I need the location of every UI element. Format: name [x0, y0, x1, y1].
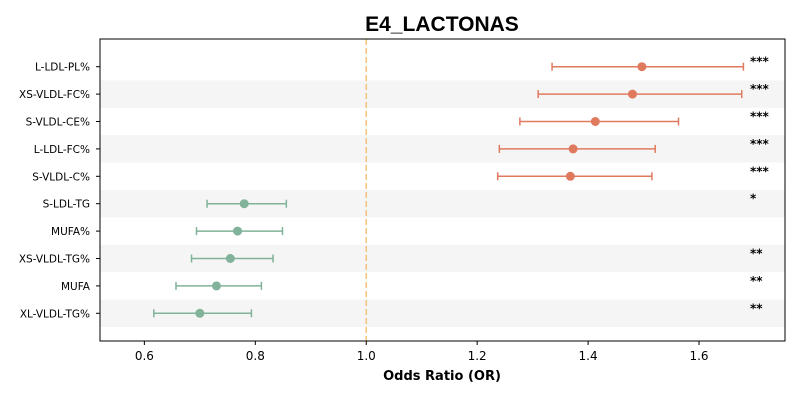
- significance-marker: **: [750, 247, 763, 261]
- odds-ratio-point: [565, 171, 575, 181]
- x-tick-label: 0.6: [135, 349, 154, 363]
- odds-ratio-point: [233, 226, 243, 236]
- significance-marker: ***: [750, 164, 770, 178]
- row-label: XS-VLDL-FC%: [19, 89, 90, 101]
- plot-frame: [99, 38, 786, 342]
- significance-marker: **: [750, 274, 763, 288]
- forest-row: L-LDL-FC% ***: [34, 137, 770, 156]
- significance-marker: ***: [750, 137, 770, 151]
- chart-title: E4_LACTONAS: [365, 13, 519, 36]
- significance-marker: **: [750, 301, 763, 315]
- row-label: S-VLDL-C%: [32, 171, 90, 183]
- forest-row: MUFA **: [61, 274, 763, 293]
- x-tick-label: 1.6: [689, 349, 708, 363]
- row-label: XL-VLDL-TG%: [20, 308, 90, 320]
- odds-ratio-point: [225, 254, 235, 263]
- x-axis: 0.6 0.8 1.0 1.2 1.4 1.6: [135, 341, 709, 363]
- x-tick-label: 1.2: [468, 349, 487, 363]
- odds-ratio-point: [195, 308, 205, 318]
- x-tick-label: 1.4: [579, 349, 598, 363]
- odds-ratio-point: [239, 199, 249, 209]
- forest-row: XL-VLDL-TG% **: [20, 301, 763, 320]
- row-band: [100, 135, 785, 163]
- row-label: MUFA%: [51, 226, 90, 238]
- row-label: XS-VLDL-TG%: [19, 254, 90, 266]
- forest-row: L-LDL-PL% ***: [35, 55, 770, 74]
- significance-marker: ***: [750, 82, 770, 96]
- significance-marker: ***: [750, 55, 770, 69]
- forest-row: XS-VLDL-TG% **: [19, 247, 763, 266]
- significance-marker: ***: [750, 110, 770, 124]
- odds-ratio-point: [568, 144, 578, 154]
- odds-ratio-point: [211, 281, 221, 291]
- data-rows: L-LDL-PL% ***XS-VLDL-FC% ***S-VLDL-CE% ***L…: [19, 55, 770, 321]
- row-label: L-LDL-FC%: [34, 144, 90, 156]
- row-label: L-LDL-PL%: [35, 62, 90, 74]
- x-tick-label: 0.8: [246, 349, 265, 363]
- row-bands: [100, 80, 785, 327]
- odds-ratio-point: [590, 117, 600, 126]
- row-label: S-LDL-TG: [43, 199, 90, 211]
- forest-row: S-VLDL-C% ***: [32, 164, 769, 183]
- odds-ratio-point: [637, 62, 647, 72]
- forest-row: S-LDL-TG *: [43, 192, 757, 211]
- forest-row: XS-VLDL-FC% ***: [19, 82, 770, 101]
- significance-marker: *: [750, 192, 757, 206]
- row-band: [100, 190, 785, 218]
- forest-row: S-VLDL-CE% ***: [26, 110, 770, 129]
- x-tick-label: 1.0: [357, 349, 376, 363]
- row-label: MUFA: [61, 281, 91, 293]
- row-label: S-VLDL-CE%: [26, 117, 90, 129]
- odds-ratio-point: [627, 89, 637, 99]
- forest-row: MUFA%: [51, 226, 284, 238]
- x-axis-label: Odds Ratio (OR): [383, 369, 501, 384]
